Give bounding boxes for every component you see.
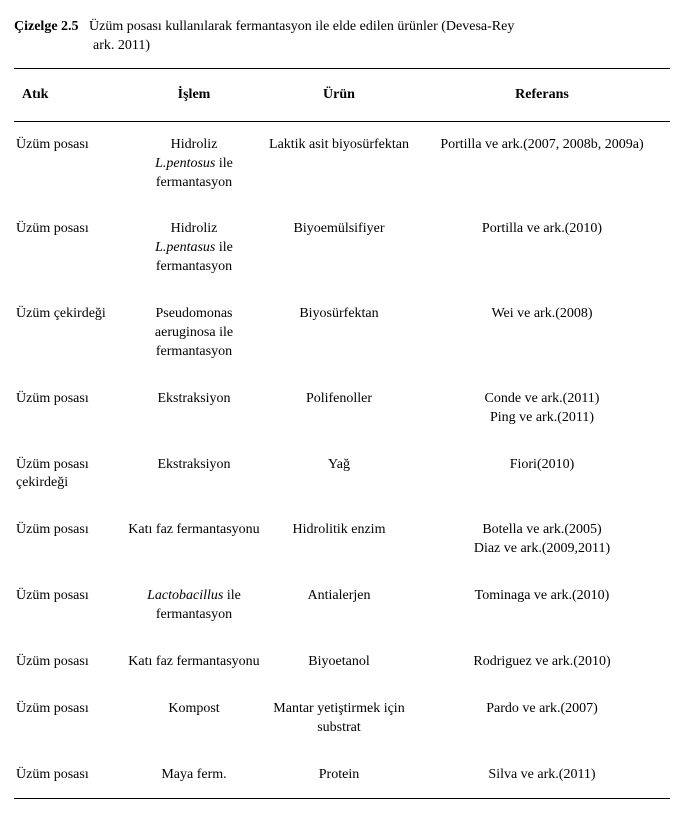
cell-islem: Katı faz fermantasyonu: [124, 639, 264, 686]
cell-referans: Pardo ve ark.(2007): [414, 686, 670, 752]
cell-referans: Fiori(2010): [414, 442, 670, 508]
cell-urun: Hidrolitik enzim: [264, 507, 414, 573]
cell-urun: Biyoemülsifiyer: [264, 206, 414, 291]
cell-atik: Üzüm posası: [14, 686, 124, 752]
table-row: Üzüm posasıLactobacillus ile fermantasyo…: [14, 573, 670, 639]
cell-referans: Conde ve ark.(2011)Ping ve ark.(2011): [414, 376, 670, 442]
cell-islem: Pseudomonas aeruginosa ile fermantasyon: [124, 291, 264, 376]
header-islem: İşlem: [124, 68, 264, 121]
products-table: Atık İşlem Ürün Referans Üzüm posasıHidr…: [14, 68, 670, 800]
cell-atik: Üzüm posası: [14, 573, 124, 639]
table-header-row: Atık İşlem Ürün Referans: [14, 68, 670, 121]
cell-islem: HidrolizL.pentosus ile fermantasyon: [124, 121, 264, 206]
cell-atik: Üzüm posası: [14, 639, 124, 686]
table-row: Üzüm posasıHidrolizL.pentosus ile ferman…: [14, 121, 670, 206]
table-row: Üzüm posasıHidrolizL.pentasus ile ferman…: [14, 206, 670, 291]
cell-urun: Antialerjen: [264, 573, 414, 639]
cell-islem: Ekstraksiyon: [124, 442, 264, 508]
cell-islem: Ekstraksiyon: [124, 376, 264, 442]
cell-islem: Lactobacillus ile fermantasyon: [124, 573, 264, 639]
cell-islem: Katı faz fermantasyonu: [124, 507, 264, 573]
header-urun: Ürün: [264, 68, 414, 121]
table-row: Üzüm posası çekirdeğiEkstraksiyonYağFior…: [14, 442, 670, 508]
caption-label: Çizelge 2.5: [14, 19, 79, 34]
table-row: Üzüm posasıKatı faz fermantasyonuHidroli…: [14, 507, 670, 573]
cell-referans: Silva ve ark.(2011): [414, 752, 670, 799]
table-row: Üzüm posasıEkstraksiyonPolifenollerConde…: [14, 376, 670, 442]
cell-referans: Botella ve ark.(2005)Diaz ve ark.(2009,2…: [414, 507, 670, 573]
cell-islem: Maya ferm.: [124, 752, 264, 799]
table-row: Üzüm çekirdeğiPseudomonas aeruginosa ile…: [14, 291, 670, 376]
cell-urun: Mantar yetiştirmek için substrat: [264, 686, 414, 752]
cell-urun: Polifenoller: [264, 376, 414, 442]
cell-atik: Üzüm posası: [14, 206, 124, 291]
header-atik: Atık: [14, 68, 124, 121]
cell-atik: Üzüm posası: [14, 507, 124, 573]
cell-atik: Üzüm posası çekirdeği: [14, 442, 124, 508]
cell-atik: Üzüm posası: [14, 376, 124, 442]
caption-line2: ark. 2011): [14, 37, 670, 56]
cell-urun: Biyosürfektan: [264, 291, 414, 376]
cell-islem: HidrolizL.pentasus ile fermantasyon: [124, 206, 264, 291]
cell-referans: Rodriguez ve ark.(2010): [414, 639, 670, 686]
table-row: Üzüm posasıKompostMantar yetiştirmek içi…: [14, 686, 670, 752]
cell-urun: Yağ: [264, 442, 414, 508]
cell-urun: Laktik asit biyosürfektan: [264, 121, 414, 206]
cell-islem: Kompost: [124, 686, 264, 752]
cell-atik: Üzüm posası: [14, 121, 124, 206]
cell-referans: Portilla ve ark.(2007, 2008b, 2009a): [414, 121, 670, 206]
table-row: Üzüm posasıKatı faz fermantasyonuBiyoeta…: [14, 639, 670, 686]
cell-atik: Üzüm posası: [14, 752, 124, 799]
header-referans: Referans: [414, 68, 670, 121]
cell-referans: Portilla ve ark.(2010): [414, 206, 670, 291]
cell-referans: Tominaga ve ark.(2010): [414, 573, 670, 639]
table-row: Üzüm posasıMaya ferm.ProteinSilva ve ark…: [14, 752, 670, 799]
cell-urun: Biyoetanol: [264, 639, 414, 686]
cell-atik: Üzüm çekirdeği: [14, 291, 124, 376]
caption-line1: Üzüm posası kullanılarak fermantasyon il…: [89, 19, 514, 34]
cell-urun: Protein: [264, 752, 414, 799]
table-caption: Çizelge 2.5 Üzüm posası kullanılarak fer…: [14, 18, 670, 56]
cell-referans: Wei ve ark.(2008): [414, 291, 670, 376]
